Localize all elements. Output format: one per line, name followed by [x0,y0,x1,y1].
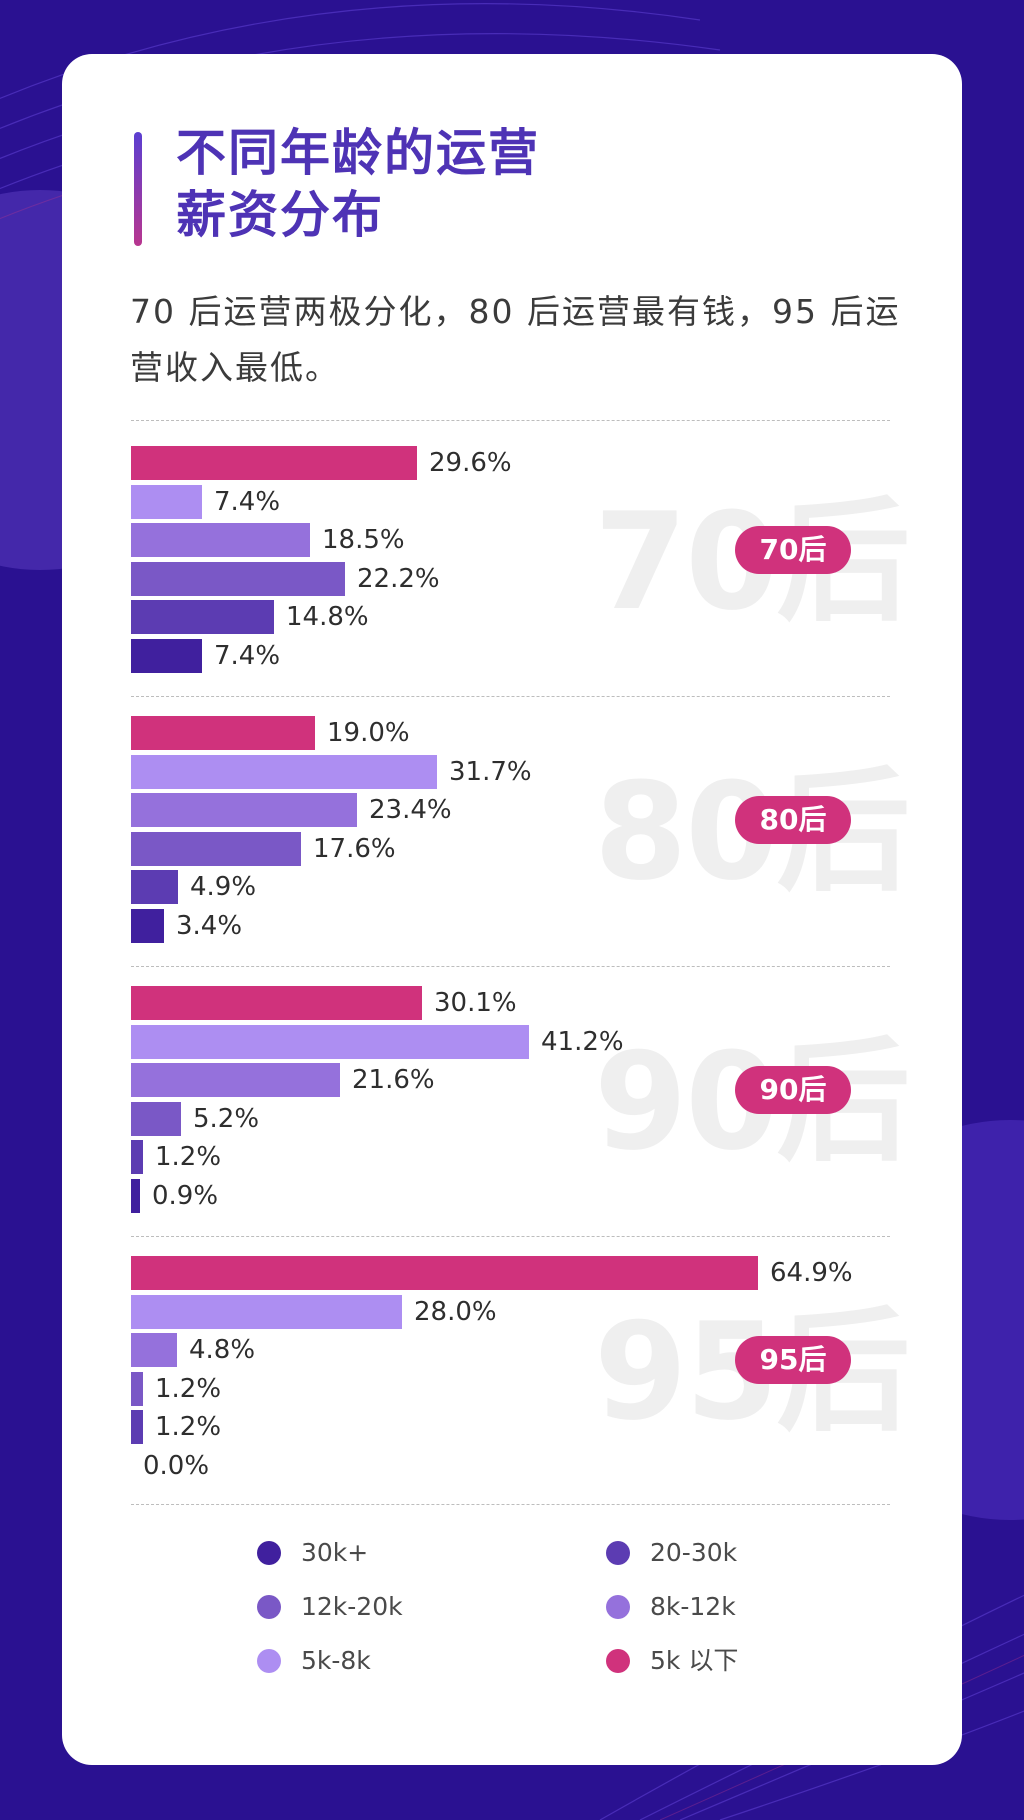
bar-value-label: 29.6% [429,448,512,478]
bar-value-label: 1.2% [155,1412,222,1443]
bar-value-label: 21.6% [352,1065,435,1096]
bar [131,1024,529,1059]
bar [131,1179,140,1213]
legend-label: 30k+ [301,1538,369,1567]
legend-swatch [606,1541,630,1565]
chart-subtitle: 70 后运营两极分化，80 后运营最有钱，95 后运营收入最低。 [130,292,901,387]
bar [131,1333,177,1368]
bar [131,754,437,789]
bar [131,484,202,519]
legend-swatch [606,1595,630,1619]
legend-label: 8k-12k [650,1592,736,1621]
bar-value-label: 3.4% [176,911,243,941]
bar [131,523,310,558]
chart-card: 不同年龄的运营 薪资分布 70 后运营两极分化，80 后运营最有钱，95 后运营… [62,54,962,1765]
bar-value-label: 0.0% [143,1451,210,1481]
bar-value-label: 64.9% [770,1258,853,1288]
bar-value-label: 41.2% [541,1026,624,1057]
bar-value-label: 4.9% [190,872,257,903]
bar [131,793,357,828]
section-divider [131,1504,890,1505]
bar-value-label: 19.0% [327,718,410,748]
bar-value-label: 7.4% [214,486,281,517]
chart-title: 不同年龄的运营 薪资分布 [176,122,540,246]
bar-value-label: 7.4% [214,641,281,671]
age-group-badge: 80后 [735,796,851,844]
legend-swatch [257,1595,281,1619]
section-divider [131,420,890,421]
bar [131,639,202,673]
bar-value-label: 14.8% [286,602,369,633]
legend-label: 5k-8k [301,1646,371,1675]
bar-value-label: 0.9% [152,1181,219,1211]
bar [131,1140,143,1175]
legend-swatch [257,1541,281,1565]
bar-value-label: 5.2% [193,1103,260,1134]
bar-value-label: 17.6% [313,833,396,864]
bar [131,1371,143,1406]
legend-label: 5k 以下 [650,1646,739,1675]
bar [131,561,345,596]
section-divider [131,696,890,697]
bar-value-label: 22.2% [357,563,440,594]
legend-label: 12k-20k [301,1592,403,1621]
title-accent-bar [134,132,142,246]
bar [131,716,315,750]
legend-label: 20-30k [650,1538,738,1567]
bar [131,1256,758,1290]
bar-value-label: 30.1% [434,988,517,1018]
section-divider [131,966,890,967]
legend-swatch [606,1649,630,1673]
bar [131,831,301,866]
chart-title-line-2: 薪资分布 [176,186,384,244]
bar-value-label: 4.8% [189,1335,256,1366]
bar-value-label: 1.2% [155,1142,222,1173]
bar [131,1410,143,1445]
bar-value-label: 1.2% [155,1373,222,1404]
age-group-badge: 95后 [735,1336,851,1384]
bar [131,1101,181,1136]
age-group-badge: 70后 [735,526,851,574]
legend-swatch [257,1649,281,1673]
bar-value-label: 23.4% [369,795,452,826]
bar [131,986,422,1020]
bar [131,1063,340,1098]
bar [131,600,274,635]
bar-value-label: 18.5% [322,525,405,556]
bar-value-label: 28.0% [414,1296,497,1327]
bar-value-label: 31.7% [449,756,532,787]
age-group-badge: 90后 [735,1066,851,1114]
bar [131,1294,402,1329]
bar [131,909,164,943]
chart-title-line-1: 不同年龄的运营 [176,124,540,182]
bar [131,870,178,905]
section-divider [131,1236,890,1237]
bar [131,446,417,480]
